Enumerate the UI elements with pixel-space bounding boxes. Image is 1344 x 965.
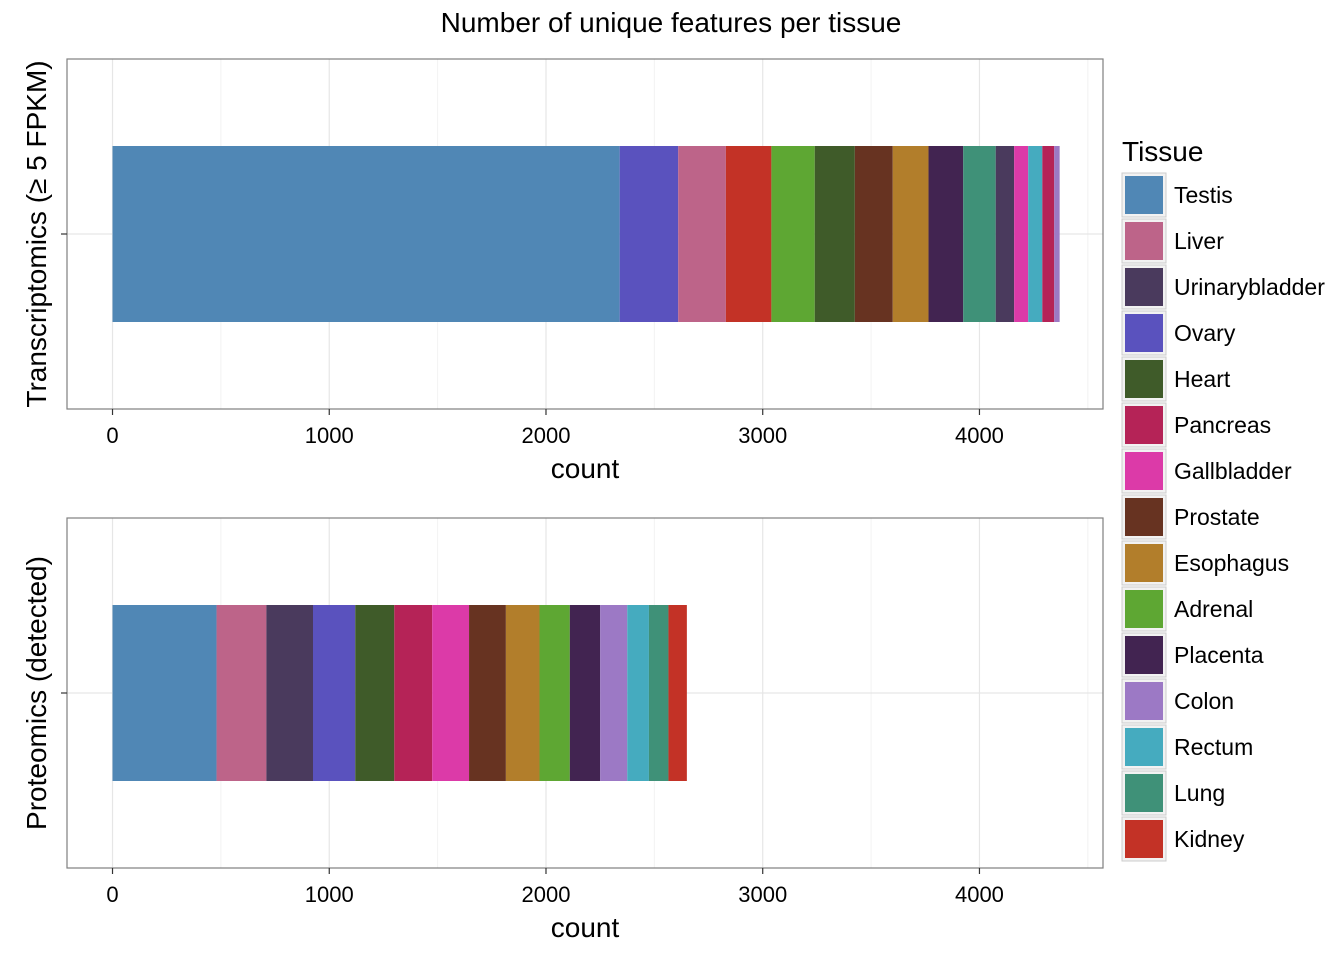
- legend-label-liver: Liver: [1174, 228, 1224, 254]
- bar-segment-testis: [112, 605, 217, 781]
- x-tick-label: 2000: [522, 423, 571, 448]
- bar-segment-ovary: [619, 146, 679, 322]
- bar-segment-testis: [112, 146, 620, 322]
- legend-label-gallbladder: Gallbladder: [1174, 458, 1292, 484]
- legend-swatch-heart: [1125, 360, 1163, 398]
- x-tick-label: 1000: [305, 423, 354, 448]
- bar-segment-placenta: [928, 146, 964, 322]
- legend-swatch-kidney: [1125, 820, 1163, 858]
- bar-segment-rectum: [1028, 146, 1043, 322]
- legend-swatch-placenta: [1125, 636, 1163, 674]
- legend-label-ovary: Ovary: [1174, 320, 1236, 346]
- legend-swatch-testis: [1125, 176, 1163, 214]
- legend-label-colon: Colon: [1174, 688, 1234, 714]
- legend-title: Tissue: [1122, 136, 1203, 167]
- bar-segment-urinarybladder: [266, 605, 313, 781]
- bar-segment-pancreas: [1042, 146, 1055, 322]
- legend-label-rectum: Rectum: [1174, 734, 1253, 760]
- x-tick-label: 3000: [738, 423, 787, 448]
- bar-segment-adrenal: [539, 605, 570, 781]
- bar-segment-esophagus: [505, 605, 540, 781]
- legend-label-prostate: Prostate: [1174, 504, 1260, 530]
- legend-label-heart: Heart: [1174, 366, 1231, 392]
- bar-segment-heart: [355, 605, 395, 781]
- legend-swatch-pancreas: [1125, 406, 1163, 444]
- bar-segment-kidney: [725, 146, 772, 322]
- bar-segment-urinarybladder: [995, 146, 1015, 322]
- bar-segment-prostate: [469, 605, 506, 781]
- x-tick-label: 4000: [955, 882, 1004, 907]
- legend-swatch-lung: [1125, 774, 1163, 812]
- legend-items: Testis Liver Urinarybladder Ovary Heart Pancr…: [1121, 172, 1325, 862]
- x-axis-label: count: [551, 912, 620, 943]
- legend-swatch-rectum: [1125, 728, 1163, 766]
- bar-segment-ovary: [312, 605, 356, 781]
- bar-segment-placenta: [569, 605, 601, 781]
- legend-label-adrenal: Adrenal: [1174, 596, 1253, 622]
- legend-swatch-liver: [1125, 222, 1163, 260]
- legend-swatch-prostate: [1125, 498, 1163, 536]
- x-tick-label: 4000: [955, 423, 1004, 448]
- legend-label-lung: Lung: [1174, 780, 1225, 806]
- bar-segment-liver: [216, 605, 267, 781]
- legend-swatch-colon: [1125, 682, 1163, 720]
- bar-segment-colon: [1054, 146, 1060, 322]
- legend-swatch-esophagus: [1125, 544, 1163, 582]
- legend-label-esophagus: Esophagus: [1174, 550, 1289, 576]
- bar-segment-gallbladder: [432, 605, 470, 781]
- legend-swatch-urinarybladder: [1125, 268, 1163, 306]
- legend: Tissue Testis Liver Urinarybladder Ovary Hea…: [1121, 136, 1325, 862]
- legend-label-urinarybladder: Urinarybladder: [1174, 274, 1325, 300]
- bar-segment-kidney: [668, 605, 687, 781]
- x-tick-label: 1000: [305, 882, 354, 907]
- bar-segment-gallbladder: [1014, 146, 1029, 322]
- chart-title: Number of unique features per tissue: [441, 7, 902, 38]
- legend-label-pancreas: Pancreas: [1174, 412, 1271, 438]
- bar-segment-heart: [814, 146, 855, 322]
- legend-swatch-ovary: [1125, 314, 1163, 352]
- legend-swatch-gallbladder: [1125, 452, 1163, 490]
- bar-segment-esophagus: [892, 146, 929, 322]
- y-axis-label: Transcriptomics (≥ 5 FPKM): [21, 60, 52, 407]
- bar-segment-colon: [600, 605, 628, 781]
- panel-transcriptomics: 0 1000 2000 3000 4000 count Transcriptomics (≥…: [21, 58, 1104, 484]
- bar-segment-lung: [648, 605, 669, 781]
- legend-label-kidney: Kidney: [1174, 826, 1245, 852]
- y-axis-label: Proteomics (detected): [21, 556, 52, 830]
- bar-segment-pancreas: [394, 605, 433, 781]
- x-tick-label: 0: [106, 882, 118, 907]
- legend-swatch-adrenal: [1125, 590, 1163, 628]
- legend-label-testis: Testis: [1174, 182, 1233, 208]
- x-axis-label: count: [551, 453, 620, 484]
- x-tick-label: 2000: [522, 882, 571, 907]
- legend-label-placenta: Placenta: [1174, 642, 1264, 668]
- x-tick-label: 0: [106, 423, 118, 448]
- bar-segment-prostate: [854, 146, 893, 322]
- bar-segment-adrenal: [771, 146, 815, 322]
- panel-proteomics: 0 1000 2000 3000 4000 count Proteomics (detect…: [21, 517, 1104, 943]
- bar-segment-lung: [963, 146, 996, 322]
- x-tick-label: 3000: [738, 882, 787, 907]
- bar-segment-rectum: [627, 605, 649, 781]
- bar-segment-liver: [678, 146, 726, 322]
